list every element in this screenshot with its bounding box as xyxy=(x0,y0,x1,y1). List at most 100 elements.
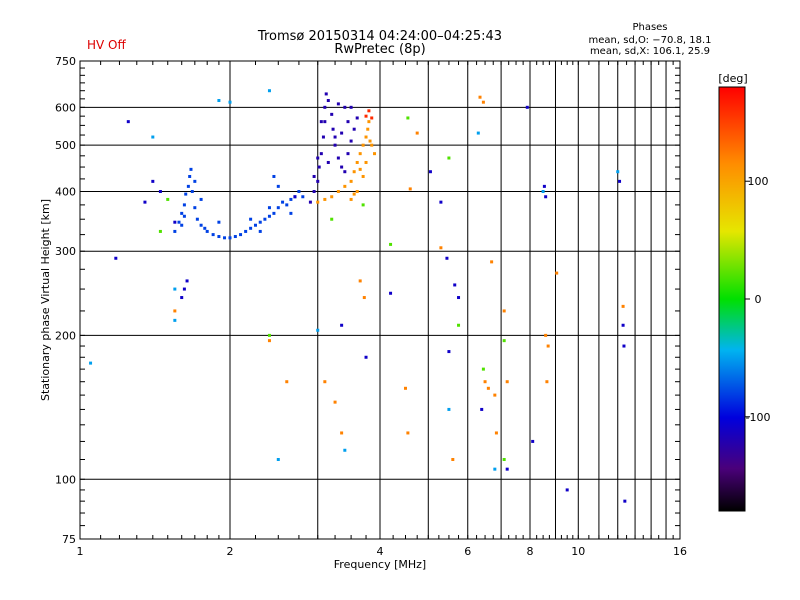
data-point xyxy=(199,223,203,227)
data-point xyxy=(190,189,194,193)
data-point xyxy=(428,170,432,174)
data-point xyxy=(361,143,365,147)
data-point xyxy=(319,120,323,124)
phases-x-stats: mean, sd,X: 106.1, 25.9 xyxy=(590,46,710,57)
data-point xyxy=(336,102,340,106)
data-point xyxy=(173,220,177,224)
data-point xyxy=(316,200,320,204)
data-point xyxy=(184,192,188,196)
data-point xyxy=(180,223,184,227)
data-point xyxy=(323,120,327,124)
data-point xyxy=(166,197,170,201)
data-point xyxy=(362,296,366,300)
data-point xyxy=(494,431,498,435)
data-point xyxy=(323,105,327,109)
data-point xyxy=(565,488,569,492)
data-point xyxy=(403,386,407,390)
data-point xyxy=(319,152,323,156)
y-tick-label: 750 xyxy=(55,55,76,68)
data-point xyxy=(276,184,280,188)
x-tick-label: 4 xyxy=(377,545,384,558)
data-point xyxy=(114,256,118,260)
grid-lines xyxy=(80,61,680,539)
data-point xyxy=(293,195,297,199)
data-point xyxy=(541,189,545,193)
data-point xyxy=(312,174,316,178)
data-point xyxy=(493,393,497,397)
data-point xyxy=(203,226,207,230)
data-point xyxy=(480,407,484,411)
data-point xyxy=(505,380,509,384)
data-point xyxy=(217,235,221,239)
data-point xyxy=(544,195,548,199)
data-point xyxy=(343,170,347,174)
data-point xyxy=(352,127,356,131)
data-point xyxy=(346,120,350,124)
data-point xyxy=(228,100,232,104)
data-point xyxy=(185,279,189,283)
data-point xyxy=(193,206,197,210)
data-point xyxy=(323,380,327,384)
data-point xyxy=(258,229,262,233)
data-point xyxy=(457,323,461,327)
data-point xyxy=(445,256,449,260)
data-point xyxy=(343,184,347,188)
data-point xyxy=(186,184,190,188)
data-point xyxy=(333,400,337,404)
y-tick-label: 100 xyxy=(55,473,76,486)
data-point xyxy=(361,174,365,178)
data-point xyxy=(616,170,620,174)
data-point xyxy=(249,217,253,221)
data-point xyxy=(263,217,267,221)
colorbar xyxy=(718,86,746,512)
data-point xyxy=(349,197,353,201)
data-point xyxy=(316,328,320,332)
data-point xyxy=(483,380,487,384)
data-point xyxy=(244,229,248,233)
data-points xyxy=(89,89,627,503)
data-point xyxy=(193,179,197,183)
data-point xyxy=(525,105,529,109)
phases-o-stats: mean, sd,O: −70.8, 18.1 xyxy=(589,35,712,46)
y-tick-label: 300 xyxy=(55,245,76,258)
data-point xyxy=(481,100,485,104)
colorbar-ticks: 100 0 -100 xyxy=(745,175,770,424)
colorbar-tick-label: 100 xyxy=(748,175,769,188)
data-point xyxy=(343,105,347,109)
data-point xyxy=(336,189,340,193)
data-point xyxy=(349,105,353,109)
data-point xyxy=(151,179,155,183)
data-point xyxy=(331,127,335,131)
data-point xyxy=(352,170,356,174)
data-point xyxy=(490,260,494,264)
data-point xyxy=(451,457,455,461)
y-tick-label: 600 xyxy=(55,101,76,114)
data-point xyxy=(326,99,330,103)
data-point xyxy=(158,189,162,193)
data-point xyxy=(317,165,321,169)
data-point xyxy=(546,344,550,348)
data-point xyxy=(289,211,293,215)
y-tick-label: 75 xyxy=(62,533,76,546)
data-point xyxy=(189,167,193,171)
x-tick-label: 1 xyxy=(77,545,84,558)
data-point xyxy=(180,211,184,215)
data-point xyxy=(544,333,548,337)
data-point xyxy=(542,184,546,188)
data-point xyxy=(316,179,320,183)
data-point xyxy=(321,135,325,139)
x-tick-label: 6 xyxy=(464,545,471,558)
data-point xyxy=(373,152,377,156)
data-point xyxy=(272,211,276,215)
data-point xyxy=(476,131,480,135)
data-point xyxy=(267,339,271,343)
data-point xyxy=(486,386,490,390)
data-point xyxy=(217,99,221,103)
data-point xyxy=(324,92,328,96)
phases-title: Phases xyxy=(632,22,667,33)
data-point xyxy=(297,189,301,193)
data-point xyxy=(180,296,184,300)
data-point xyxy=(415,131,419,135)
x-tick-label: 8 xyxy=(527,545,534,558)
